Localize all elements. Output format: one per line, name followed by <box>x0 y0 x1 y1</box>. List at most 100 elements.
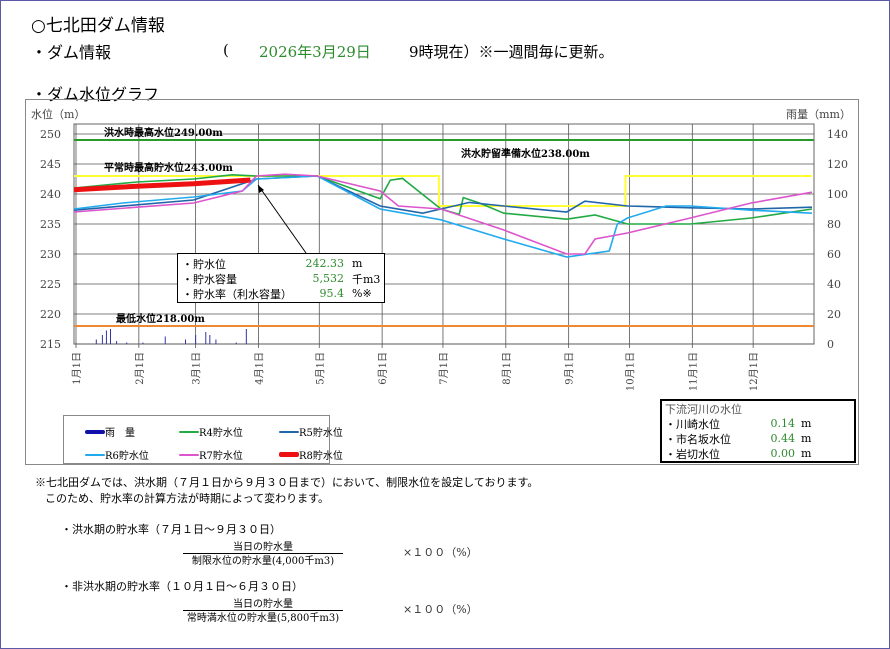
legend-item-R7: R7貯水位 <box>179 447 243 462</box>
x-tick: 3月1日 <box>191 352 203 385</box>
callout-arrow <box>257 184 307 254</box>
nonflood-numerator: 当日の貯水量 <box>183 595 343 611</box>
y-tick-right: 60 <box>827 248 841 261</box>
reference-label: 洪水貯留準備水位238.00m <box>461 147 590 160</box>
callout-unit: 千m3 <box>352 272 381 286</box>
nonflood-times100: ×１００（%） <box>403 603 478 616</box>
downstream-label: ・川崎水位 <box>665 417 720 431</box>
y-tick-right: 40 <box>827 278 841 291</box>
legend-swatch <box>85 453 105 456</box>
downstream-unit: m <box>801 447 812 460</box>
y-tick-right: 20 <box>827 308 841 321</box>
y-tick-left: 225 <box>40 278 61 291</box>
legend-label: 雨 量 <box>105 428 135 439</box>
page-title: ○七北田ダム情報 <box>31 16 165 36</box>
y-tick-left: 245 <box>40 158 61 171</box>
legend-swatch <box>179 430 199 433</box>
callout-label: ・貯水容量 <box>182 272 237 286</box>
y-axis-right-label: 雨量（mm） <box>786 108 851 121</box>
callout-row: ・貯水位 242.33 m <box>178 256 384 271</box>
plot-area <box>73 123 815 345</box>
x-tick: 1月1日 <box>71 352 83 385</box>
limit-level-line <box>74 175 812 207</box>
x-tick: 7月1日 <box>438 352 450 385</box>
legend-label: R5貯水位 <box>299 428 343 439</box>
legend-item-rain: 雨 量 <box>85 424 135 439</box>
storage-callout: ・貯水位 242.33 m ・貯水容量 5,532 千m3 ・貯水率（利水容量） 95.4 %※ <box>177 253 385 303</box>
callout-row: ・貯水容量 5,532 千m3 <box>178 271 384 286</box>
water-level-chart: 水位（m） 雨量（mm） 250 245 240 235 230 225 220 215 140 12… <box>31 107 851 391</box>
y-tick-right: 100 <box>827 188 848 201</box>
note-line2: このため、貯水率の計算方法が時期によって変わります。 <box>45 492 330 505</box>
legend-swatch <box>85 429 105 434</box>
legend-swatch <box>179 453 199 456</box>
downstream-value: 0.44 <box>770 432 796 445</box>
flood-denominator: 制限水位の貯水量(4,000千m3) <box>191 556 335 567</box>
downstream-row: ・市名坂水位 0.44 m <box>662 431 854 446</box>
downstream-title: 下流河川の水位 <box>665 403 742 416</box>
downstream-value: 0.14 <box>770 417 796 430</box>
series-R8 <box>73 177 251 193</box>
y-tick-left: 220 <box>40 308 61 321</box>
nonflood-rate-title: ・非洪水期の貯水率（１０月１日～６月３０日） <box>61 580 303 593</box>
callout-value: 5,532 <box>312 272 345 285</box>
x-tick: 11月1日 <box>687 352 699 391</box>
y-tick-left: 235 <box>40 218 61 231</box>
callout-row: ・貯水率（利水容量） 95.4 %※ <box>178 286 384 301</box>
y-tick-left: 215 <box>40 338 61 351</box>
callout-value: 242.33 <box>305 257 345 270</box>
reference-label: 洪水時最高水位249.00m <box>104 126 223 139</box>
x-tick: 2月1日 <box>134 352 146 385</box>
note-line1: ※七北田ダムでは、洪水期（７月１日から９月３０日まで）において、制限水位を設定し… <box>35 476 539 489</box>
legend-item-R6: R6貯水位 <box>85 447 149 462</box>
legend: 雨 量 R4貯水位 R5貯水位 R6貯水位 R7貯水位 R8貯水位 <box>63 415 343 464</box>
legend-label: R7貯水位 <box>199 451 243 462</box>
legend-label: R6貯水位 <box>105 451 149 462</box>
chart-frame <box>25 99 859 465</box>
callout-unit: %※ <box>352 287 372 300</box>
flood-times100: ×１００（%） <box>403 546 478 559</box>
callout-label: ・貯水位 <box>182 257 226 271</box>
downstream-unit: m <box>801 417 812 430</box>
flood-numerator: 当日の貯水量 <box>183 538 343 554</box>
legend-item-R8: R8貯水位 <box>279 447 343 462</box>
reference-label: 平常時最高貯水位243.00m <box>104 161 233 174</box>
dam-info-label: ・ダム情報 <box>31 43 112 62</box>
open-paren: ( <box>223 41 229 59</box>
callout-value: 95.4 <box>319 287 345 300</box>
series-R7 <box>73 173 813 255</box>
callout-label: ・貯水率（利水容量） <box>182 287 292 301</box>
y-tick-left: 230 <box>40 248 61 261</box>
reference-label: 最低水位218.00m <box>116 312 205 325</box>
y-tick-right: 80 <box>827 218 841 231</box>
x-tick: 4月1日 <box>253 352 265 385</box>
downstream-label: ・岩切水位 <box>665 447 720 461</box>
x-tick: 6月1日 <box>377 352 389 385</box>
legend-swatch <box>279 430 299 433</box>
flood-rate-title: ・洪水期の貯水率（７月１日～９月３０日） <box>61 523 281 536</box>
x-tick: 5月1日 <box>314 352 326 385</box>
legend-swatch <box>279 452 299 457</box>
y-axis-left-label: 水位（m） <box>31 107 85 121</box>
legend-label: R4貯水位 <box>199 428 243 439</box>
downstream-row: ・川崎水位 0.14 m <box>662 416 854 431</box>
downstream-value: 0.00 <box>770 447 796 460</box>
downstream-unit: m <box>801 432 812 445</box>
x-tick: 12月1日 <box>748 352 760 391</box>
nonflood-denominator: 常時満水位の貯水量(5,800千m3) <box>186 613 340 624</box>
legend-item-R4: R4貯水位 <box>179 424 243 439</box>
y-tick-right: 140 <box>827 128 848 141</box>
callout-arrowhead <box>258 185 264 193</box>
update-time: 9時現在）※一週間毎に更新。 <box>409 43 614 61</box>
downstream-label: ・市名坂水位 <box>665 432 731 446</box>
legend-item-R5: R5貯水位 <box>279 424 343 439</box>
callout-unit: m <box>352 257 363 270</box>
y-tick-right: 0 <box>827 338 834 351</box>
update-date: 2026年3月29日 <box>259 43 371 61</box>
downstream-row: ・岩切水位 0.00 m <box>662 446 854 461</box>
y-tick-left: 240 <box>40 188 61 201</box>
legend-label: R8貯水位 <box>299 451 343 462</box>
x-tick: 8月1日 <box>501 352 513 385</box>
x-tick: 10月1日 <box>624 352 636 391</box>
